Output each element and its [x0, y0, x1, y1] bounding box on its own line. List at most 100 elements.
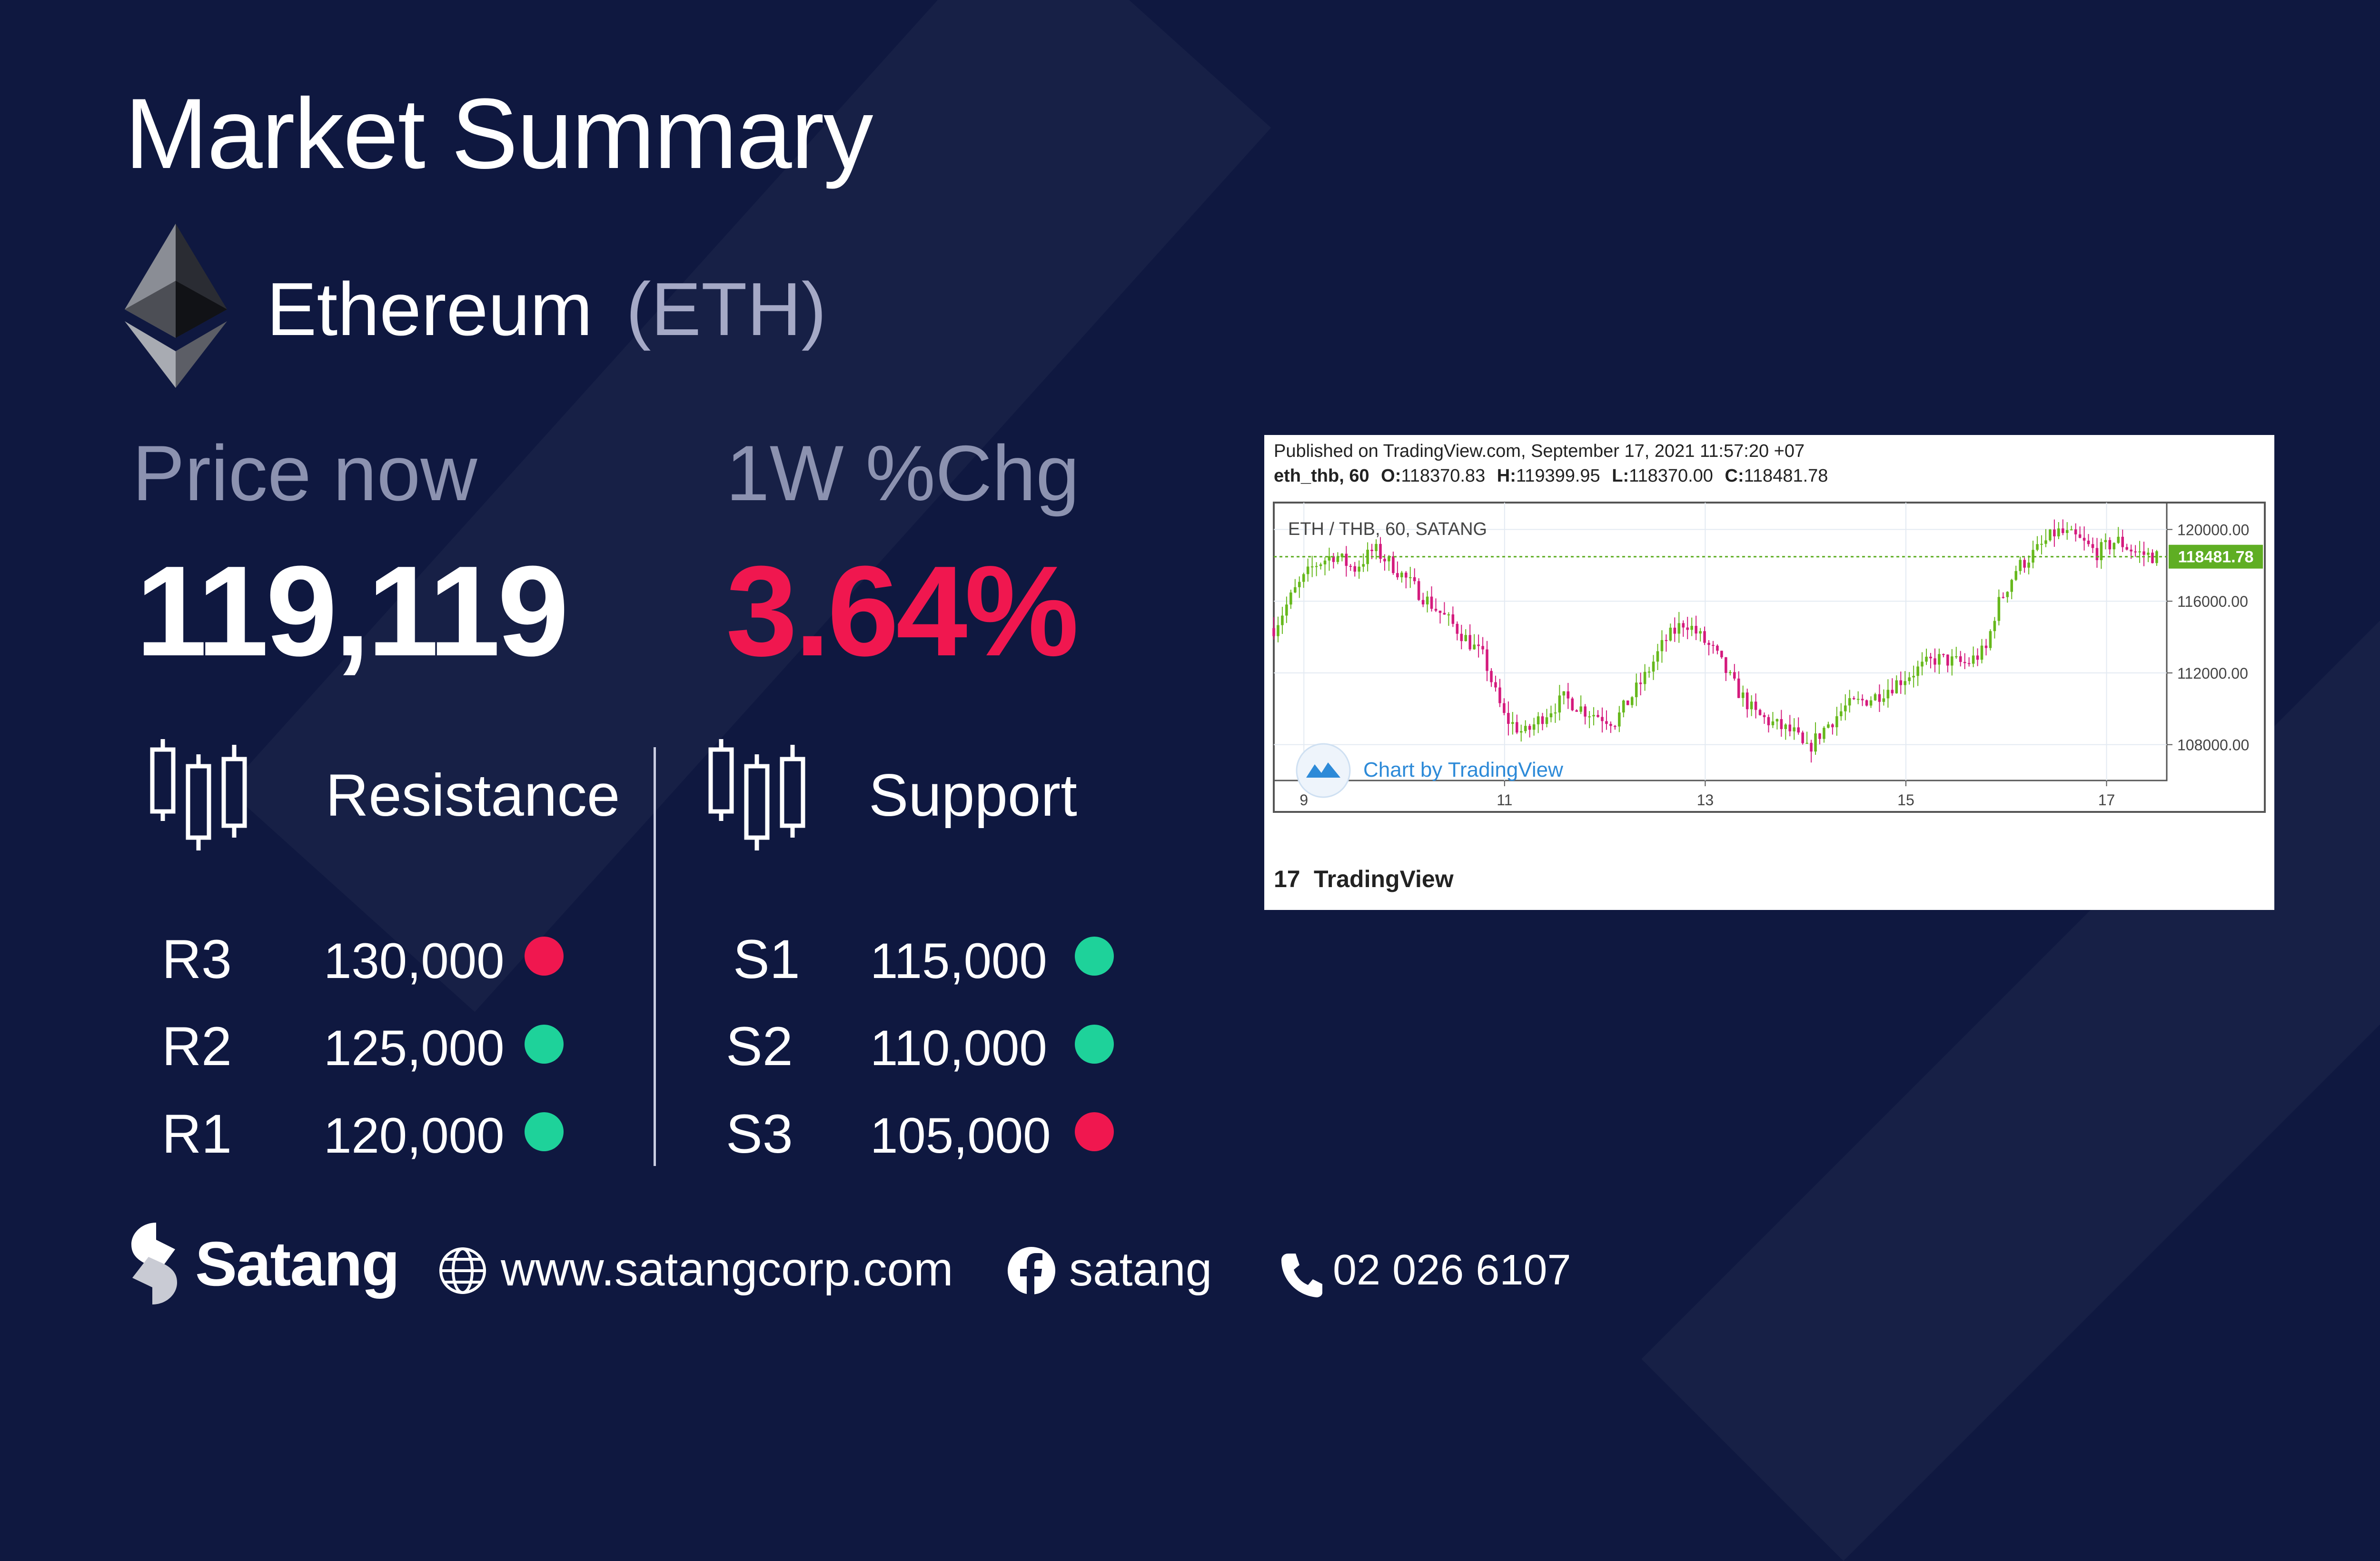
candle-body: [1869, 700, 1873, 706]
candle-body: [1554, 712, 1557, 714]
candle-body: [1503, 703, 1506, 713]
resistance-r3-value: 130,000: [324, 933, 505, 989]
candle-body: [1865, 700, 1868, 706]
candle-body: [1737, 678, 1740, 698]
footer-facebook[interactable]: satang: [1069, 1243, 1212, 1296]
candle-body: [2095, 548, 2099, 561]
last-price-label: 118481.78: [2178, 548, 2254, 566]
candle-body: [1310, 566, 1314, 568]
y-tick-label: 120000.00: [2177, 522, 2249, 539]
candle-body: [1618, 712, 1621, 727]
price-value: 119,119: [136, 540, 569, 683]
candle-body: [1614, 726, 1616, 727]
watermark-text: Chart by TradingView: [1363, 758, 1563, 781]
candle-body: [1848, 698, 1851, 706]
candle-body: [1904, 681, 1907, 685]
status-dot-green: [525, 1112, 564, 1151]
candle-body: [1797, 727, 1800, 733]
candle-body: [2032, 550, 2034, 563]
satang-logo-icon: [128, 1221, 180, 1309]
candle-body: [1630, 697, 1634, 705]
candle-body: [1434, 609, 1438, 611]
candle-body: [1597, 715, 1599, 717]
status-dot-green: [525, 1025, 564, 1064]
candle-body: [1562, 691, 1566, 696]
candle-body: [1460, 633, 1463, 642]
candle-body: [1408, 577, 1412, 578]
candle-body: [1938, 654, 1941, 665]
candle-body: [2147, 553, 2150, 555]
candle-body: [1272, 628, 1275, 636]
candle-body: [1541, 716, 1544, 724]
candle-body: [1895, 680, 1898, 693]
candle-body: [2023, 560, 2026, 568]
candle-body: [2108, 540, 2112, 550]
candle-body: [1852, 698, 1855, 700]
candle-body: [2062, 528, 2064, 533]
candle-body: [2040, 543, 2043, 545]
globe-icon: [438, 1246, 487, 1298]
candle-body: [1733, 672, 1736, 679]
candle-body: [1929, 656, 1932, 659]
candle-body: [1810, 742, 1813, 752]
candle-body: [1767, 717, 1770, 725]
candle-body: [1976, 655, 1979, 660]
support-s1-code: S1: [733, 929, 800, 990]
candle-body: [1281, 615, 1284, 625]
candle-body: [2044, 540, 2047, 544]
candle-body: [1571, 698, 1574, 711]
candle-body: [1537, 716, 1540, 724]
candle-body: [1967, 663, 1971, 664]
candle-body: [1703, 631, 1706, 643]
candle-body: [1549, 713, 1553, 718]
candle-body: [2010, 580, 2013, 592]
candle-body: [1511, 722, 1514, 724]
candle-body: [1298, 582, 1301, 587]
candle-body: [1490, 671, 1493, 682]
candle-body: [1942, 654, 1945, 655]
candle-body: [1306, 566, 1309, 574]
support-s2-code: S2: [726, 1016, 793, 1077]
candle-body: [1584, 706, 1587, 717]
candle-body: [1750, 701, 1753, 710]
candle-body: [1332, 556, 1335, 562]
chart-ohlc-symbol: eth_thb, 60: [1274, 466, 1369, 486]
candle-body: [1814, 733, 1817, 752]
candle-body: [1788, 724, 1792, 731]
candle-body: [2125, 547, 2128, 550]
candle-body: [1886, 690, 1890, 699]
candle-body: [2117, 536, 2120, 543]
coin-symbol: (ETH): [626, 267, 827, 351]
candle-body: [1861, 699, 1864, 701]
candle-body: [1507, 713, 1510, 724]
footer-website[interactable]: www.satangcorp.com: [501, 1243, 953, 1296]
candle-body: [1669, 627, 1672, 641]
candle-body: [1430, 596, 1433, 609]
candle-body: [1285, 604, 1288, 616]
x-tick-label: 17: [2098, 791, 2115, 809]
candle-body: [2036, 544, 2039, 550]
candle-body: [1699, 631, 1702, 634]
candle-body: [1835, 716, 1838, 728]
candle-body: [1686, 627, 1689, 630]
candle-body: [2002, 597, 2005, 598]
candle-body: [2074, 529, 2077, 534]
candle-body: [1528, 726, 1531, 730]
candle-body: [2121, 536, 2124, 547]
tradingview-brand: TradingView: [1314, 866, 1454, 892]
candle-body: [1754, 701, 1757, 710]
candle-body: [1451, 614, 1455, 624]
candle-body: [1468, 635, 1471, 650]
candle-body: [2070, 529, 2073, 531]
chart-ohlc-open: 118370.83: [1401, 466, 1485, 486]
candle-body: [2049, 529, 2052, 541]
candle-body: [1319, 564, 1322, 566]
candle-body: [2104, 540, 2107, 543]
candle-body: [1362, 564, 1365, 567]
candle-body: [1417, 581, 1420, 600]
footer-phone[interactable]: 02 026 6107: [1333, 1246, 1571, 1294]
candle-body: [1882, 698, 1885, 702]
candle-body: [1665, 640, 1668, 641]
candle-body: [1294, 587, 1297, 593]
candle-body: [2057, 528, 2060, 537]
